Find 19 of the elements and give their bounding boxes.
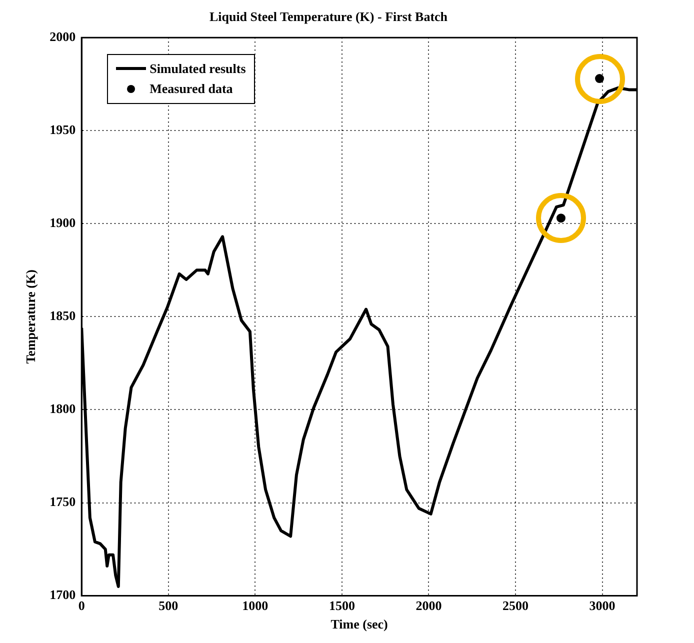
legend-label: Measured data <box>150 80 233 97</box>
x-tick-label: 1000 <box>242 598 268 613</box>
y-tick-label: 2000 <box>50 28 76 44</box>
x-tick-label: 0 <box>78 598 85 613</box>
y-tick-label: 1950 <box>50 122 76 137</box>
y-tick-label: 1850 <box>50 308 76 324</box>
x-tick-label: 500 <box>158 598 178 613</box>
x-tick-label: 2500 <box>502 598 529 613</box>
x-tick-label: 3000 <box>589 598 616 613</box>
x-tick-label: 1500 <box>328 598 355 613</box>
y-tick-label: 1750 <box>50 494 76 510</box>
y-tick-label: 1800 <box>50 401 76 416</box>
x-axis-title: Time (sec) <box>330 616 388 632</box>
legend-label: Simulated results <box>150 60 246 77</box>
x-tick-label: 2000 <box>416 598 442 613</box>
y-tick-label: 1900 <box>50 215 76 230</box>
y-axis-title: Temperature (K) <box>23 270 38 364</box>
chart-title: Liquid Steel Temperature (K) - First Batch <box>209 9 448 24</box>
y-tick-label: 1700 <box>50 587 76 602</box>
